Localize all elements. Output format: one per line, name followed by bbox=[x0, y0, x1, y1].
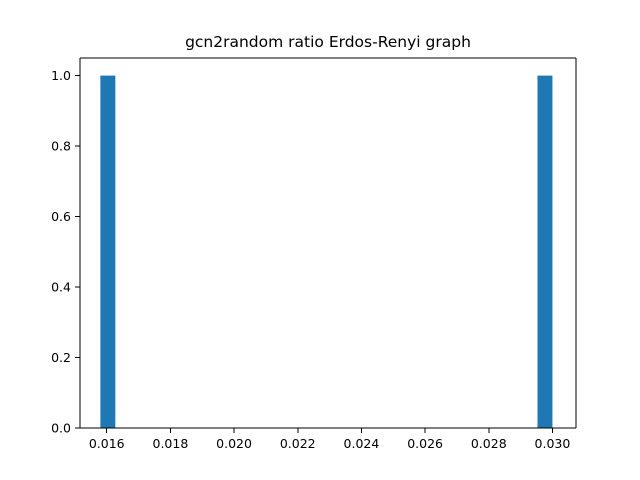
x-tick-label: 0.026 bbox=[407, 436, 443, 451]
y-tick-label: 0.4 bbox=[51, 280, 71, 295]
y-tick-label: 0.6 bbox=[51, 209, 71, 224]
axes-layer: 0.016 0.018 0.020 0.022 0.024 0.026 0.028 0.030… bbox=[51, 57, 577, 451]
x-tick-label: 0.018 bbox=[153, 436, 189, 451]
y-tick-label: 0.2 bbox=[51, 350, 71, 365]
y-tick-label: 1.0 bbox=[51, 68, 71, 83]
x-tick-label: 0.024 bbox=[344, 436, 380, 451]
x-tick-label: 0.022 bbox=[280, 436, 316, 451]
bars-layer bbox=[100, 75, 553, 428]
y-tick-label: 0.8 bbox=[51, 139, 71, 154]
y-tick-label: 0.0 bbox=[51, 421, 71, 436]
x-tick-label: 0.030 bbox=[535, 436, 571, 451]
chart-title: gcn2random ratio Erdos-Renyi graph bbox=[185, 33, 471, 51]
x-tick-label: 0.016 bbox=[89, 436, 125, 451]
x-tick-label: 0.028 bbox=[471, 436, 507, 451]
histogram-bar-1 bbox=[100, 75, 116, 428]
histogram-bar-2 bbox=[537, 75, 553, 428]
x-tick-label: 0.020 bbox=[216, 436, 252, 451]
